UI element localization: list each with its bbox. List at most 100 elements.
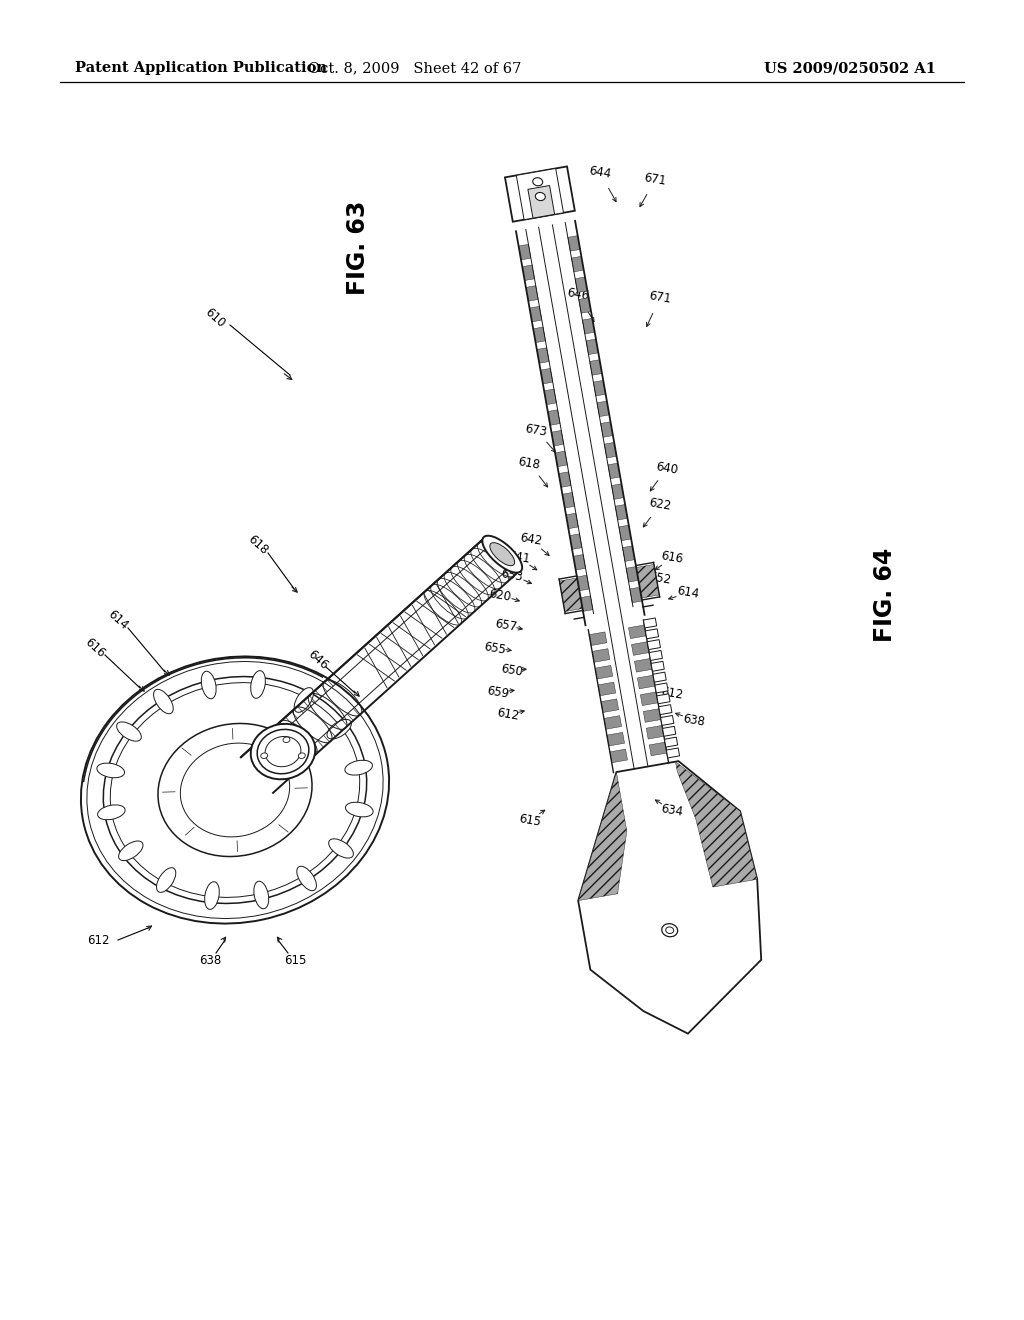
Polygon shape	[505, 166, 574, 222]
Polygon shape	[637, 676, 655, 689]
Polygon shape	[569, 533, 582, 549]
Polygon shape	[601, 698, 618, 713]
Text: 622: 622	[648, 496, 672, 513]
Polygon shape	[579, 298, 591, 313]
Polygon shape	[615, 504, 628, 520]
Polygon shape	[608, 463, 621, 479]
Text: 614: 614	[676, 585, 700, 602]
Polygon shape	[518, 244, 530, 260]
Polygon shape	[660, 715, 674, 726]
Text: 640: 640	[655, 459, 679, 477]
Polygon shape	[647, 640, 660, 649]
Text: 620: 620	[487, 586, 512, 603]
Text: 615: 615	[518, 812, 542, 829]
Polygon shape	[636, 565, 659, 598]
Ellipse shape	[202, 672, 216, 698]
Polygon shape	[516, 169, 563, 219]
Polygon shape	[566, 513, 579, 529]
Polygon shape	[649, 651, 663, 660]
Text: 644: 644	[588, 165, 612, 181]
Ellipse shape	[327, 719, 351, 739]
Polygon shape	[559, 471, 571, 487]
Polygon shape	[597, 401, 609, 417]
Text: Patent Application Publication: Patent Application Publication	[75, 61, 327, 75]
Ellipse shape	[97, 805, 125, 820]
Polygon shape	[562, 492, 574, 508]
Polygon shape	[589, 632, 607, 645]
Text: 618: 618	[246, 533, 270, 557]
Polygon shape	[643, 709, 660, 722]
Ellipse shape	[532, 178, 543, 186]
Text: 657: 657	[494, 616, 518, 634]
Polygon shape	[575, 277, 588, 293]
Polygon shape	[548, 409, 560, 425]
Polygon shape	[623, 546, 635, 561]
Ellipse shape	[265, 737, 301, 767]
Polygon shape	[534, 327, 546, 343]
Polygon shape	[649, 742, 667, 756]
Polygon shape	[544, 389, 556, 405]
Polygon shape	[559, 578, 583, 611]
Text: 612: 612	[87, 933, 110, 946]
Ellipse shape	[662, 924, 678, 937]
Ellipse shape	[294, 688, 313, 713]
Text: 614: 614	[105, 607, 131, 632]
Polygon shape	[571, 256, 584, 272]
Text: 616: 616	[659, 549, 684, 566]
Polygon shape	[555, 451, 567, 467]
Polygon shape	[629, 624, 646, 639]
Polygon shape	[592, 648, 609, 663]
Text: 659: 659	[485, 684, 510, 701]
Text: 615: 615	[284, 953, 306, 966]
Polygon shape	[528, 186, 555, 218]
Ellipse shape	[666, 927, 674, 933]
Ellipse shape	[261, 752, 267, 759]
Text: 610: 610	[203, 306, 227, 330]
Text: 650: 650	[500, 661, 524, 678]
Polygon shape	[632, 642, 649, 655]
Text: 612: 612	[659, 685, 684, 702]
Polygon shape	[646, 726, 664, 739]
Polygon shape	[595, 665, 612, 678]
Polygon shape	[645, 628, 658, 639]
Polygon shape	[643, 618, 656, 628]
Ellipse shape	[345, 760, 373, 775]
Ellipse shape	[345, 803, 373, 817]
Polygon shape	[577, 576, 589, 591]
Polygon shape	[665, 737, 678, 747]
Ellipse shape	[251, 723, 315, 779]
Text: 638: 638	[199, 953, 221, 966]
Text: 618: 618	[517, 454, 541, 471]
Polygon shape	[640, 692, 658, 706]
Polygon shape	[586, 339, 598, 355]
Polygon shape	[656, 694, 670, 704]
Polygon shape	[601, 422, 613, 437]
Text: 642: 642	[519, 532, 543, 548]
Text: 638: 638	[682, 711, 707, 729]
Polygon shape	[522, 265, 535, 281]
Polygon shape	[658, 705, 672, 714]
Ellipse shape	[117, 722, 141, 741]
Text: 673: 673	[524, 421, 548, 438]
Text: 655: 655	[483, 640, 507, 656]
Ellipse shape	[297, 866, 316, 891]
Text: 612: 612	[496, 706, 520, 723]
Polygon shape	[667, 748, 680, 758]
Ellipse shape	[283, 737, 290, 743]
Text: FIG. 64: FIG. 64	[873, 548, 897, 642]
Polygon shape	[579, 772, 627, 900]
Text: 671: 671	[643, 172, 668, 189]
Text: 646: 646	[566, 286, 590, 304]
Polygon shape	[537, 347, 549, 363]
Polygon shape	[627, 566, 639, 582]
Polygon shape	[541, 368, 553, 384]
Polygon shape	[583, 318, 595, 334]
Polygon shape	[610, 750, 628, 763]
Ellipse shape	[489, 543, 515, 566]
Polygon shape	[604, 715, 622, 729]
Polygon shape	[630, 587, 642, 603]
Ellipse shape	[157, 867, 176, 892]
Ellipse shape	[251, 671, 265, 698]
Text: 646: 646	[305, 648, 331, 672]
Text: 671: 671	[648, 289, 672, 306]
